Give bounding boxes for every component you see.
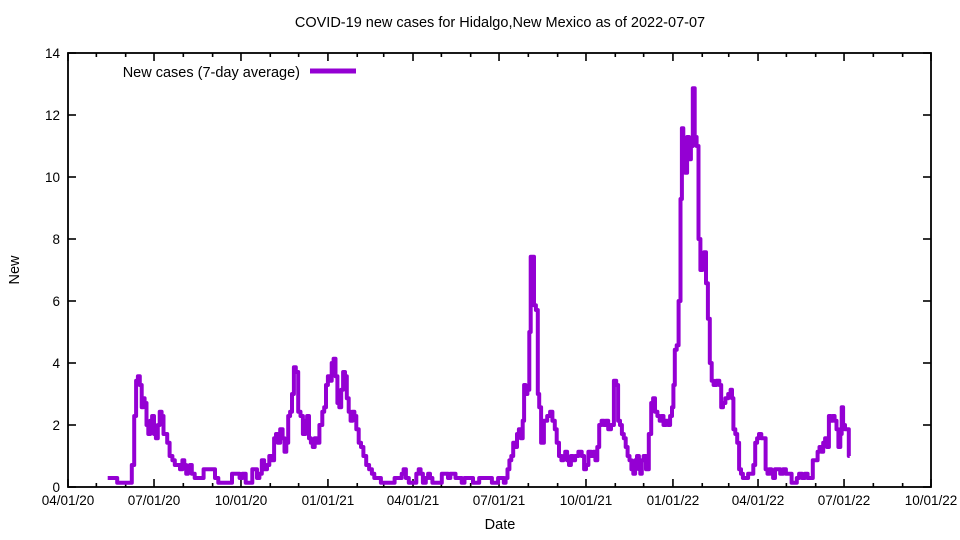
x-tick-label: 04/01/21 (387, 493, 440, 508)
x-tick-label: 10/01/22 (905, 493, 958, 508)
y-axis-ticks (68, 52, 931, 488)
x-axis-minor-ticks (95, 53, 904, 487)
x-tick-label: 04/01/20 (42, 493, 95, 508)
x-tick-label: 04/01/22 (732, 493, 785, 508)
plot-border (67, 52, 932, 488)
y-tick-label: 14 (45, 46, 61, 61)
x-tick-label: 01/01/21 (302, 493, 355, 508)
y-tick-label: 8 (52, 232, 60, 247)
x-tick-label: 01/01/22 (647, 493, 700, 508)
chart-title: COVID-19 new cases for Hidalgo,New Mexic… (295, 15, 705, 31)
y-tick-label: 12 (45, 108, 60, 123)
y-axis-title: New (7, 255, 23, 285)
y-tick-label: 6 (52, 294, 60, 309)
y-axis-tick-labels: 0 2 4 6 8 10 12 14 (45, 46, 61, 495)
y-tick-label: 10 (45, 170, 60, 185)
x-tick-label: 10/01/20 (215, 493, 268, 508)
x-axis-tick-labels: 04/01/20 07/01/20 10/01/20 01/01/21 04/01/21… (42, 493, 958, 508)
y-tick-label: 2 (52, 418, 60, 433)
new-cases-series-line (107, 86, 851, 485)
y-tick-label: 0 (52, 480, 60, 495)
y-tick-label: 4 (52, 356, 60, 371)
x-tick-label: 07/01/20 (128, 493, 181, 508)
x-tick-label: 10/01/21 (560, 493, 613, 508)
x-tick-label: 07/01/21 (473, 493, 526, 508)
x-axis-major-ticks (67, 53, 932, 487)
legend-label: New cases (7-day average) (123, 65, 300, 81)
x-tick-label: 07/01/22 (818, 493, 871, 508)
x-axis-title: Date (485, 517, 516, 533)
